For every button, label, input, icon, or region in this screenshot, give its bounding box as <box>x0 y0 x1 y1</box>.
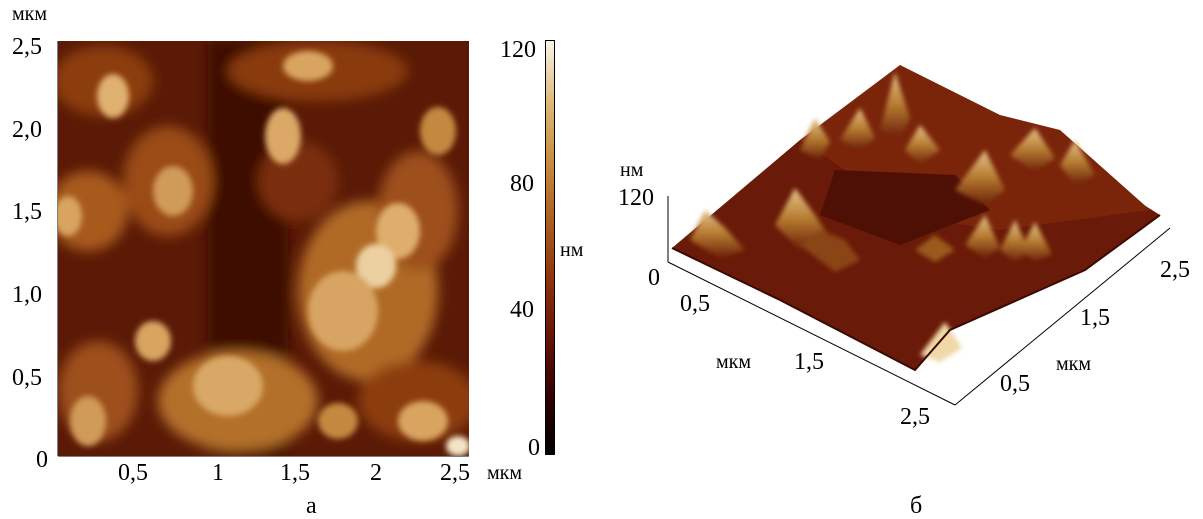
panel-b-right-axis-unit: мкм <box>1056 353 1092 375</box>
colorbar-tick: 120 <box>500 37 536 63</box>
panel-a-y-tick: 1,0 <box>12 282 42 308</box>
panel-b-left-axis-tick: 1,5 <box>794 349 824 375</box>
panel-a-y-unit: мкм <box>12 3 48 25</box>
panel-a-y-tick: 0,5 <box>12 365 42 391</box>
panel-b-right-axis-tick: 2,5 <box>1160 257 1190 283</box>
panel-a-y-tick: 2,5 <box>12 34 42 60</box>
panel-a-x-tick: 0,5 <box>118 460 148 486</box>
panel-a-y-tick: 0 <box>36 447 48 473</box>
afm-topography-image <box>58 41 469 456</box>
panel-a-x-tick: 2,5 <box>440 460 470 486</box>
panel-b-left-axis-tick: 0,5 <box>680 291 710 317</box>
colorbar-tick: 80 <box>510 171 534 197</box>
colorbar-unit: нм <box>560 239 584 261</box>
panel-a-y-tick: 2,0 <box>12 117 42 143</box>
panel-b-z-unit: нм <box>620 159 644 181</box>
panel-b-caption: б <box>910 493 923 519</box>
panel-b-z-tick: 120 <box>618 185 654 211</box>
panel-b-z-tick: 0 <box>648 265 660 291</box>
panel-a-y-tick: 1,5 <box>12 199 42 225</box>
colorbar-tick: 40 <box>510 297 534 323</box>
panel-b-left-axis-unit: мкм <box>716 351 752 373</box>
panel-a-caption: а <box>306 493 317 519</box>
panel-a-x-tick: 1,5 <box>280 460 310 486</box>
panel-a-x-tick: 1 <box>212 460 224 486</box>
panel-b-left-axis-tick: 2,5 <box>900 404 930 430</box>
colorbar-tick: 0 <box>528 435 540 461</box>
afm-3d-surface <box>667 65 1171 406</box>
height-colorbar <box>545 40 555 455</box>
panel-a-x-unit: мкм <box>487 462 523 484</box>
panel-a-x-tick: 2 <box>370 460 382 486</box>
panel-b-right-axis-tick: 1,5 <box>1080 305 1110 331</box>
panel-b-right-axis-tick: 0,5 <box>1000 371 1030 397</box>
